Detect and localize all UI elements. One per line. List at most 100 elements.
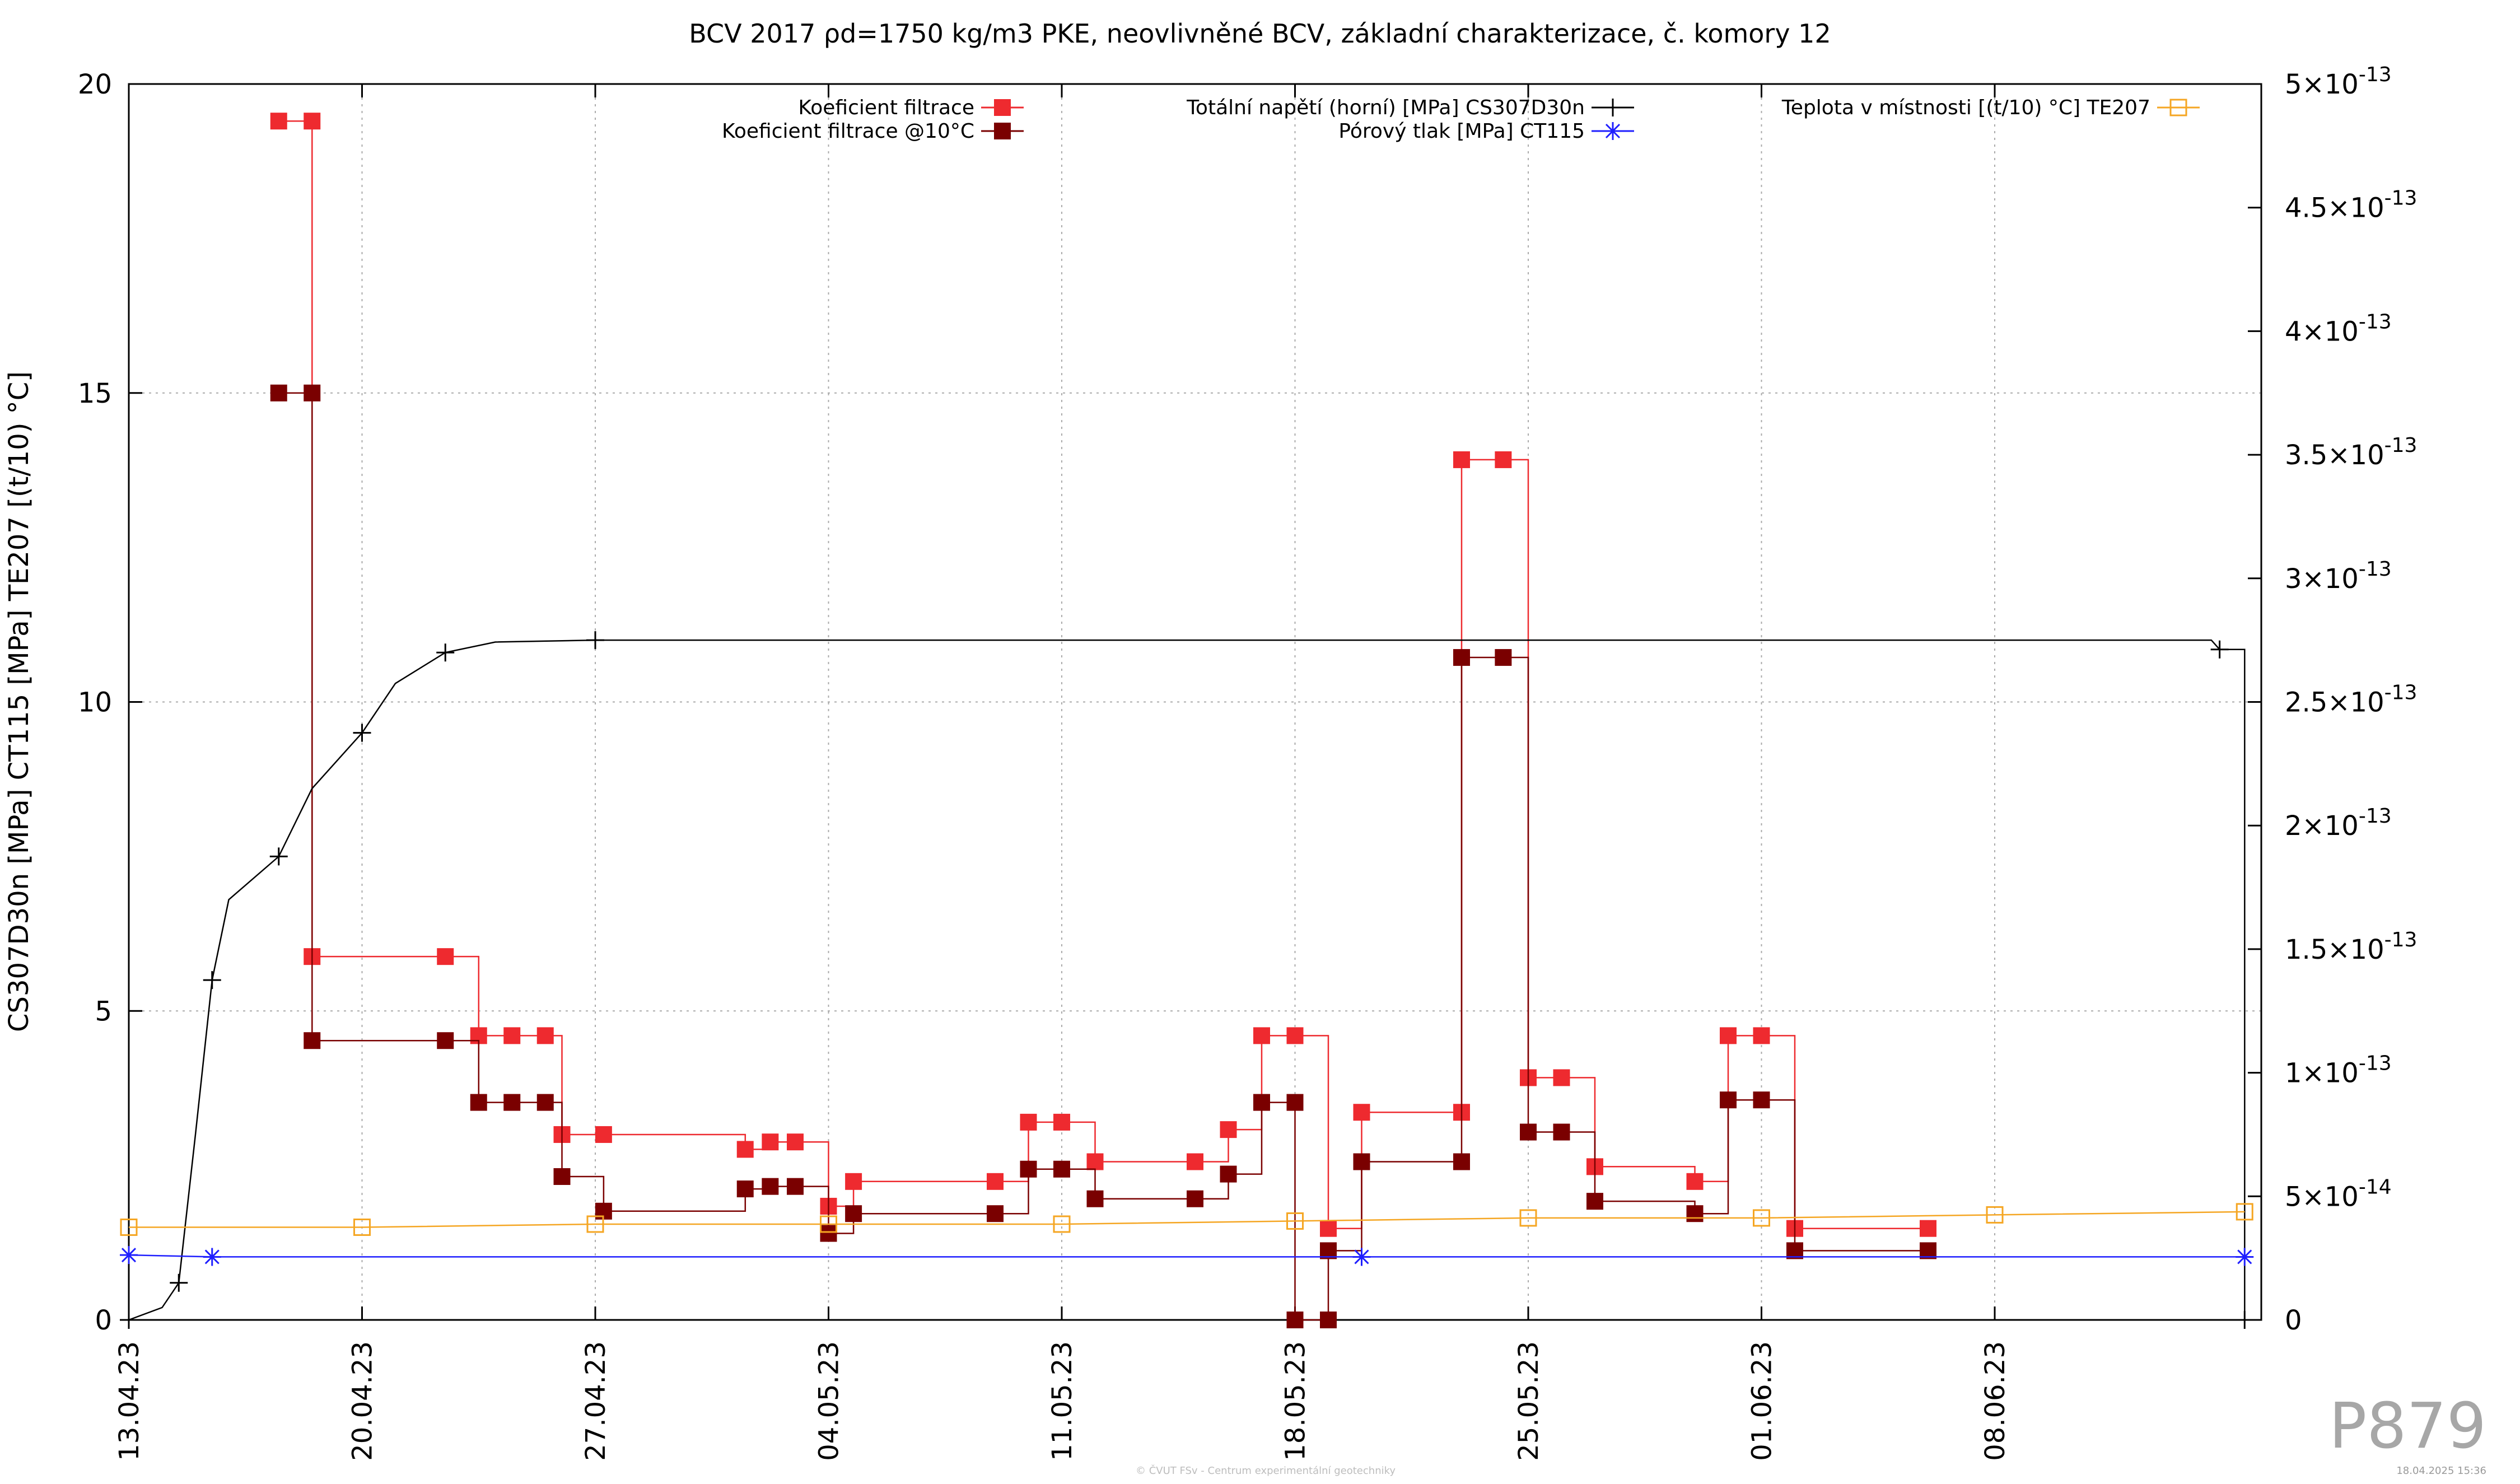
legend-label: Koeficient filtrace @10°C bbox=[722, 120, 974, 143]
data-point bbox=[1586, 1193, 1603, 1210]
x-tick-label: 25.05.23 bbox=[1513, 1341, 1544, 1461]
data-point bbox=[437, 1032, 454, 1049]
series-layer bbox=[120, 113, 2254, 1329]
y2-tick-label: 0 bbox=[2285, 1305, 2302, 1336]
y2-axis-ticks: 0 5×10-14 1×10-13 1.5×10-13 2×10-13 2.5×10-13… bbox=[2248, 63, 2417, 1336]
data-point bbox=[987, 1205, 1004, 1222]
data-point bbox=[170, 1273, 188, 1292]
y2-tick-label: 3×10-13 bbox=[2285, 558, 2392, 595]
legend-marker bbox=[1604, 122, 1622, 140]
data-point bbox=[1720, 1091, 1737, 1109]
data-point bbox=[503, 1027, 521, 1044]
legend-marker bbox=[1604, 99, 1622, 116]
data-point bbox=[2210, 640, 2229, 659]
y-tick-label: 5 bbox=[95, 996, 112, 1027]
data-point bbox=[1086, 1190, 1104, 1207]
data-point bbox=[1720, 1027, 1737, 1044]
data-point bbox=[736, 1141, 754, 1158]
x-tick-label: 27.04.23 bbox=[580, 1341, 612, 1461]
data-point bbox=[1686, 1205, 1704, 1222]
plot-frame bbox=[128, 83, 2262, 1321]
y-tick-label: 10 bbox=[78, 687, 112, 718]
legend-label: Totální napětí (horní) [MPa] CS307D30n bbox=[1186, 96, 1585, 119]
y-tick-label: 15 bbox=[78, 378, 112, 409]
legend-marker bbox=[2169, 99, 2187, 116]
data-point bbox=[987, 1173, 1004, 1190]
data-point bbox=[304, 384, 321, 402]
legend-label: Pórový tlak [MPa] CT115 bbox=[1338, 120, 1585, 143]
copyright-note: © ČVUT FSv - Centrum experimentální geot… bbox=[1136, 1464, 1396, 1477]
x-tick-label: 13.04.23 bbox=[114, 1341, 145, 1461]
legend-entry: Koeficient filtrace bbox=[798, 96, 1024, 119]
chart-title: BCV 2017 ρd=1750 kg/m3 PKE, neovlivněné … bbox=[689, 18, 1831, 49]
y-tick-label: 20 bbox=[78, 69, 112, 100]
data-point bbox=[1320, 1312, 1337, 1328]
data-point bbox=[1220, 1121, 1237, 1138]
y-axis-ticks: 0 5 10 15 20 bbox=[78, 69, 142, 1336]
series-line bbox=[129, 1211, 2245, 1228]
data-point bbox=[304, 113, 321, 130]
y-tick-label: 0 bbox=[95, 1305, 112, 1336]
data-point bbox=[1187, 1153, 1203, 1170]
data-point bbox=[2236, 1311, 2254, 1329]
data-point bbox=[1553, 1069, 1570, 1086]
data-point bbox=[1453, 649, 1470, 666]
data-point bbox=[1753, 1091, 1770, 1109]
data-point bbox=[1286, 1312, 1304, 1328]
data-point bbox=[820, 1225, 837, 1242]
data-point bbox=[1920, 1220, 1936, 1237]
data-point bbox=[503, 1094, 521, 1111]
y2-tick-label: 5×10-13 bbox=[2285, 63, 2392, 100]
data-point bbox=[1986, 1206, 2004, 1224]
legend-entry: Totální napětí (horní) [MPa] CS307D30n bbox=[1186, 96, 1634, 119]
data-point bbox=[586, 631, 604, 650]
data-point bbox=[1495, 451, 1512, 468]
data-point bbox=[1253, 1027, 1270, 1044]
y2-tick-label: 1×10-13 bbox=[2285, 1052, 2392, 1089]
series-3 bbox=[120, 1246, 2254, 1266]
y2-tick-label: 2.5×10-13 bbox=[2285, 682, 2417, 718]
series-4 bbox=[120, 1203, 2253, 1236]
x-tick-label: 01.06.23 bbox=[1747, 1341, 1778, 1461]
data-point bbox=[1519, 1209, 1537, 1227]
data-point bbox=[353, 724, 371, 742]
data-point bbox=[787, 1133, 804, 1151]
data-point bbox=[270, 384, 287, 402]
y2-tick-label: 1.5×10-13 bbox=[2285, 928, 2417, 965]
x-tick-label: 18.05.23 bbox=[1280, 1341, 1312, 1461]
y2-tick-label: 3.5×10-13 bbox=[2285, 434, 2417, 471]
x-tick-label: 08.06.23 bbox=[1980, 1341, 2011, 1461]
data-point bbox=[1253, 1094, 1270, 1111]
legend-marker bbox=[994, 99, 1011, 116]
series-line bbox=[278, 392, 1928, 1321]
legend-entry: Koeficient filtrace @10°C bbox=[722, 120, 1024, 143]
data-point bbox=[536, 1094, 554, 1111]
data-point bbox=[2236, 1203, 2253, 1221]
data-point bbox=[1286, 1027, 1304, 1044]
data-point bbox=[1753, 1027, 1770, 1044]
data-point bbox=[845, 1173, 862, 1190]
data-point bbox=[1553, 1123, 1570, 1141]
y2-tick-label: 2×10-13 bbox=[2285, 805, 2392, 842]
x-tick-label: 20.04.23 bbox=[347, 1341, 379, 1461]
data-point bbox=[762, 1178, 779, 1195]
data-point bbox=[553, 1168, 571, 1185]
x-axis-ticks: 13.04.23 20.04.23 27.04.23 04.05.23 11.05.23… bbox=[114, 84, 2011, 1461]
data-point bbox=[1020, 1113, 1037, 1131]
data-point bbox=[1286, 1094, 1304, 1111]
data-point bbox=[470, 1094, 487, 1111]
x-tick-label: 04.05.23 bbox=[814, 1341, 845, 1461]
data-point bbox=[120, 1311, 138, 1329]
data-point bbox=[2236, 1248, 2254, 1266]
data-point bbox=[353, 1218, 371, 1236]
data-point bbox=[304, 1032, 321, 1049]
data-point bbox=[1053, 1160, 1070, 1178]
data-point bbox=[1353, 1153, 1370, 1170]
data-point bbox=[437, 948, 454, 965]
series-0 bbox=[270, 113, 1936, 1237]
legend-entry: Pórový tlak [MPa] CT115 bbox=[1338, 120, 1634, 143]
data-point bbox=[1686, 1173, 1704, 1190]
legend-label: Koeficient filtrace bbox=[798, 96, 974, 119]
data-point bbox=[1453, 1153, 1470, 1170]
